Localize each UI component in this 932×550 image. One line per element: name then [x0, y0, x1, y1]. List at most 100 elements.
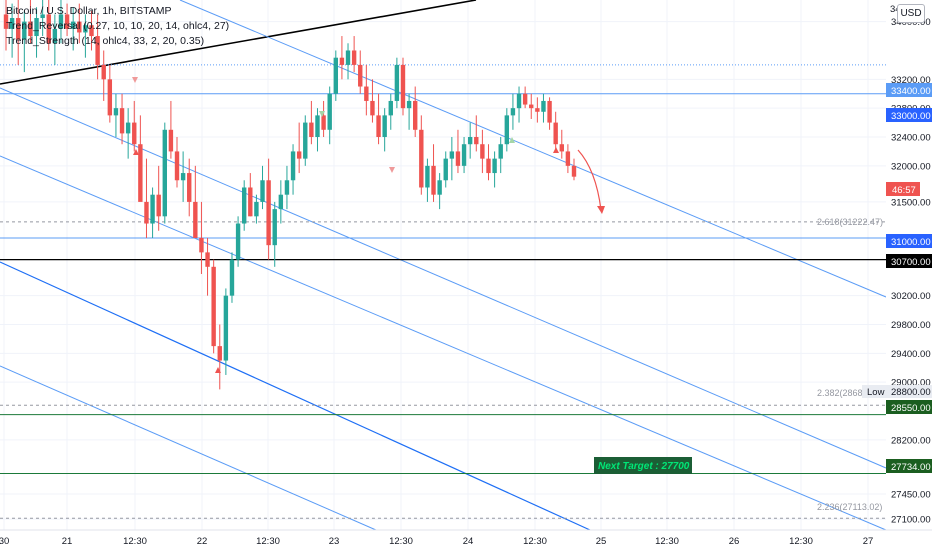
fib-label-2382: 2.382(2868: [817, 388, 863, 398]
candle-body: [248, 187, 253, 217]
candle-body: [235, 223, 241, 260]
price-label-27734-box: [886, 459, 932, 473]
time-tick-label: 12:30: [256, 536, 280, 547]
candle-body: [119, 108, 125, 134]
candle-body: [187, 173, 192, 202]
price-label-low: 28800.00: [891, 387, 931, 398]
price-label-33000: 33000.00: [891, 111, 931, 122]
candle-body: [64, 14, 70, 29]
candle-body: [77, 21, 82, 33]
candle-body: [3, 14, 9, 29]
candle-body: [89, 25, 94, 37]
candle-body: [278, 194, 284, 210]
time-tick-label: 12:30: [655, 536, 679, 547]
price-tick-label: 29000.00: [891, 378, 931, 389]
candle-body: [303, 122, 308, 159]
candle-body: [541, 100, 546, 112]
candle-body: [241, 187, 247, 224]
candle-body: [498, 144, 503, 159]
candle-body: [125, 122, 131, 134]
candle-body: [168, 129, 174, 152]
candle-body: [46, 14, 51, 44]
candle-body: [174, 151, 180, 181]
candle-body: [266, 180, 271, 246]
candle-body: [388, 100, 393, 116]
candle-body: [296, 151, 302, 159]
candle-body: [510, 108, 516, 116]
candle-body: [315, 115, 320, 138]
price-label-30700: 30700.00: [891, 257, 931, 268]
fib-label-2618: 2.618(31222.47): [817, 217, 883, 227]
price-label-33400: 33400.00: [891, 86, 931, 97]
candle-body: [107, 79, 113, 116]
candle-body: [193, 201, 198, 238]
price-label-33000-box: [886, 108, 932, 122]
signal-marker: [133, 149, 139, 155]
candle-body: [443, 158, 448, 181]
price-tick-label: 32000.00: [891, 161, 931, 172]
drawings: [577, 149, 605, 214]
candle-body: [382, 115, 387, 138]
time-tick-label: 12:30: [389, 536, 413, 547]
candle-body: [559, 144, 564, 152]
candle-body: [34, 18, 39, 37]
chart-grid: [0, 0, 886, 530]
candle-body: [40, 14, 45, 19]
time-axis[interactable]: [0, 530, 932, 550]
fib-label-2236: 2.236(27113.02): [817, 502, 882, 512]
time-tick-label: 23: [329, 536, 340, 547]
price-label-31000: 31000.00: [891, 237, 931, 248]
candle-body: [28, 21, 33, 37]
candle-body: [150, 194, 155, 224]
candle-body: [431, 165, 436, 195]
candle-body: [565, 151, 571, 166]
countdown-label: 46:57: [892, 185, 916, 196]
signal-marker: [509, 137, 515, 143]
candle-body: [351, 50, 357, 65]
legend-symbol[interactable]: Bitcoin / U.S. Dollar, 1h, BITSTAMP: [6, 5, 172, 17]
candle-body: [22, 21, 27, 40]
channel-mid: [0, 87, 887, 469]
candle-body: [449, 151, 455, 159]
candle-body: [553, 122, 558, 145]
legend-indicator-strength[interactable]: Trend_Strength (14, ohlc4, 33, 2, 20, 0.…: [6, 35, 205, 47]
candle-body: [144, 201, 149, 224]
price-label-27734: 27734.00: [891, 462, 931, 473]
time-tick-label: 21: [62, 536, 73, 547]
candle-body: [486, 158, 491, 174]
price-label-33400-box: [886, 83, 932, 97]
candle-body: [406, 100, 412, 109]
time-tick-label: 12:30: [789, 536, 813, 547]
candle-body: [358, 64, 363, 87]
candle-body: [480, 144, 485, 159]
candle-body: [309, 122, 314, 138]
candle-body: [364, 86, 369, 101]
channel-top: [179, 0, 887, 298]
candle-body: [217, 346, 222, 361]
candle-body: [504, 115, 510, 145]
candle-body: [394, 64, 400, 101]
time-tick-label: 12:30: [123, 536, 147, 547]
price-tick-label: 27450.00: [891, 489, 931, 500]
candle-body: [455, 151, 461, 166]
currency-button[interactable]: USD: [897, 4, 925, 23]
price-tick-label: 32400.00: [891, 133, 931, 144]
next-target-box: [594, 457, 692, 474]
price-tick-label: 33200.00: [891, 75, 931, 86]
candle-body: [522, 93, 528, 105]
channel-bottom: [0, 261, 591, 531]
candle-body: [461, 144, 467, 166]
legend-indicator-reversal[interactable]: Trend_Reversal (0.27, 10, 10, 20, 14, oh…: [6, 20, 230, 32]
black-trendline: [0, 0, 477, 85]
channel-lower: [0, 365, 377, 531]
candle-body: [83, 25, 88, 33]
candle-body: [58, 14, 64, 29]
time-tick-label: 24: [463, 536, 474, 547]
time-tick-label: 12:30: [523, 536, 547, 547]
candle-body: [180, 173, 186, 181]
price-label-30700-box: [886, 254, 932, 268]
candle-body: [162, 129, 167, 217]
candle-body: [70, 21, 76, 29]
candle-body: [492, 158, 497, 174]
